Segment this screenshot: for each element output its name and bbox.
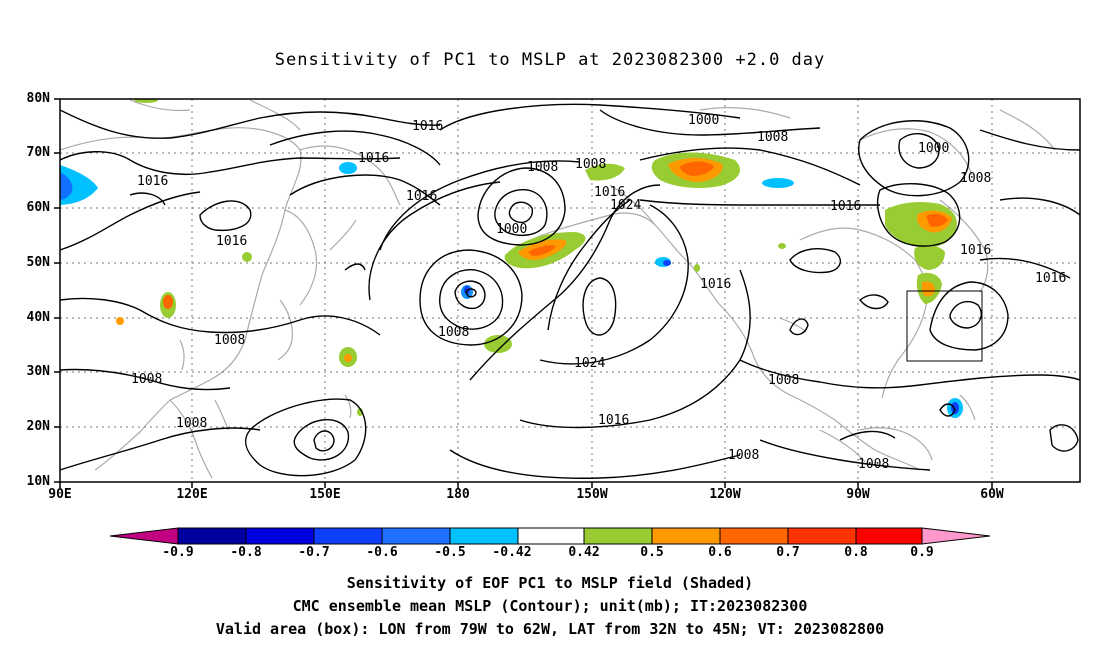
contour-label: 1016	[960, 243, 991, 258]
contour-label: 1016	[1035, 271, 1066, 286]
contour-label: 1016	[358, 151, 389, 166]
contour-label: 1008	[858, 457, 889, 472]
lon-label: 180	[446, 487, 470, 502]
contour-label: 1008	[960, 171, 991, 186]
lat-label: 50N	[26, 255, 50, 270]
contour-label: 1016	[830, 199, 861, 214]
contour-label: 1008	[131, 372, 162, 387]
colorbar-max-arrow	[921, 527, 991, 545]
contour-label: 1008	[176, 416, 207, 431]
contour-label: 1016	[216, 234, 247, 249]
contour-label: 1008	[575, 157, 606, 172]
caption-line-3: Valid area (box): LON from 79W to 62W, L…	[215, 620, 885, 638]
caption-line-1: Sensitivity of EOF PC1 to MSLP field (Sh…	[346, 574, 754, 592]
colorbar-label: 0.7	[776, 545, 800, 560]
lat-label: 70N	[26, 145, 50, 160]
colorbar-label: 0.42	[568, 545, 600, 560]
contour-label: 1024	[610, 198, 641, 213]
contour-label: 1000	[688, 113, 719, 128]
lat-label: 40N	[26, 310, 50, 325]
lon-label: 60W	[980, 487, 1004, 502]
colorbar-label: -0.5	[434, 545, 466, 560]
colorbar-bin	[313, 527, 383, 545]
colorbar-bin	[583, 527, 653, 545]
graticule	[60, 99, 1080, 482]
contour-label: 1008	[757, 130, 788, 145]
contour-label: 1016	[700, 277, 731, 292]
plot-frame	[59, 98, 1081, 483]
colorbar-label: -0.7	[298, 545, 330, 560]
contour-label: 1008	[438, 325, 469, 340]
colorbar-label: 0.9	[910, 545, 934, 560]
sensitivity-shading	[60, 99, 963, 418]
contour-labels: 1016 1016 1016 1016 1016 1008 1008 1008 …	[131, 113, 1066, 472]
contour-label: 1000	[918, 141, 949, 156]
colorbar-label: 0.8	[844, 545, 868, 560]
lat-label: 20N	[26, 419, 50, 434]
colorbar-bin	[449, 527, 519, 545]
contour-label: 1016	[594, 185, 625, 200]
colorbar-label: -0.8	[230, 545, 262, 560]
lat-label: 30N	[26, 364, 50, 379]
lon-label: 120E	[176, 487, 208, 502]
colorbar-label: -0.42	[492, 545, 532, 560]
lat-label: 60N	[26, 200, 50, 215]
colorbar-bin	[719, 527, 789, 545]
colorbar	[109, 527, 991, 545]
colorbar-bin	[855, 527, 923, 545]
lat-label: 80N	[26, 91, 50, 106]
colorbar-bin	[177, 527, 247, 545]
contour-label: 1008	[728, 448, 759, 463]
colorbar-label: -0.9	[162, 545, 194, 560]
colorbar-label: -0.6	[366, 545, 398, 560]
lon-label: 150E	[309, 487, 341, 502]
lat-label: 10N	[26, 474, 50, 489]
axis-ticks	[54, 98, 993, 488]
lon-label: 150W	[576, 487, 608, 502]
contour-label: 1016	[406, 189, 437, 204]
contour-label: 1000	[496, 222, 527, 237]
contour-label: 1016	[598, 413, 629, 428]
colorbar-bin	[245, 527, 315, 545]
contour-label: 1008	[527, 160, 558, 175]
colorbar-min-arrow	[109, 527, 179, 545]
colorbar-bin	[651, 527, 721, 545]
colorbar-label: 0.6	[708, 545, 732, 560]
caption-line-2: CMC ensemble mean MSLP (Contour); unit(m…	[292, 597, 808, 615]
valid-area-box	[906, 290, 983, 362]
contour-label: 1008	[768, 373, 799, 388]
contour-label: 1024	[574, 356, 605, 371]
colorbar-bin	[381, 527, 451, 545]
colorbar-bin	[517, 527, 585, 545]
contour-label: 1016	[412, 119, 443, 134]
lon-label: 120W	[709, 487, 741, 502]
colorbar-bin	[787, 527, 857, 545]
contour-label: 1008	[214, 333, 245, 348]
lon-label: 90W	[846, 487, 870, 502]
contour-label: 1016	[137, 174, 168, 189]
lon-label: 90E	[48, 487, 72, 502]
mslp-contours	[60, 103, 1080, 479]
coastlines	[60, 99, 1056, 479]
map-title: Sensitivity of PC1 to MSLP at 2023082300…	[274, 50, 826, 70]
colorbar-label: 0.5	[640, 545, 664, 560]
